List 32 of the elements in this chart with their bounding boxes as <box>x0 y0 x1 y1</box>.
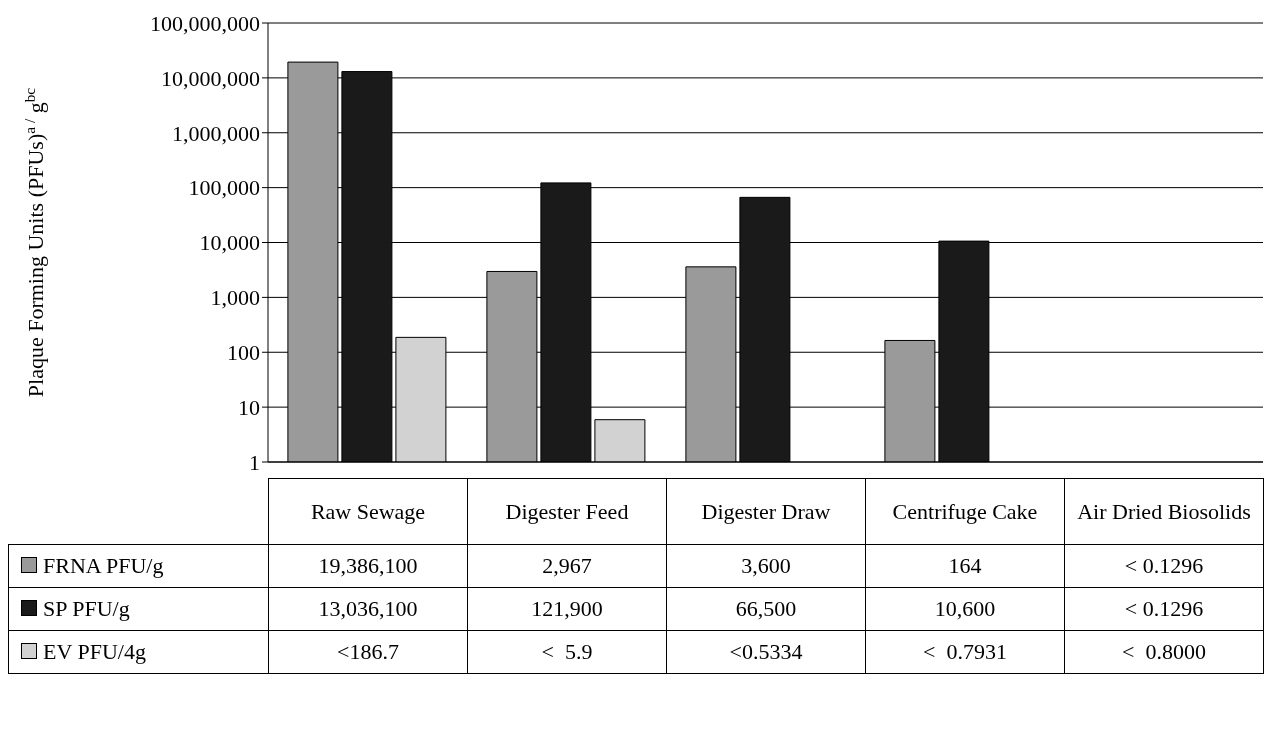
data-label: 10,600 <box>865 587 1065 631</box>
y-tick-label: 100,000,000 <box>150 10 260 36</box>
legend-label: SP PFU/g <box>8 587 269 631</box>
text: < 0.8000 <box>1122 639 1206 664</box>
legend-label: EV PFU/4g <box>8 630 269 674</box>
x-tick-label: Digester Feed <box>467 478 667 545</box>
text: <0.5334 <box>729 639 803 664</box>
data-label: 66,500 <box>666 587 866 631</box>
y-tick-label: 1 <box>249 449 260 475</box>
x-tick-label: Raw Sewage <box>268 478 468 545</box>
data-label: < 5.9 <box>467 630 667 674</box>
data-label: 2,967 <box>467 544 667 588</box>
data-label: <186.7 <box>268 630 468 674</box>
y-tick-label: 1,000 <box>210 285 260 311</box>
x-tick-label: Air Dried Biosolids <box>1064 478 1264 545</box>
data-label: 13,036,100 <box>268 587 468 631</box>
y-tick-label: 10 <box>238 394 260 420</box>
y-tick-label: 100 <box>227 340 260 366</box>
x-tick-label: Digester Draw <box>666 478 866 545</box>
data-label: 121,900 <box>467 587 667 631</box>
data-label: 164 <box>865 544 1065 588</box>
y-tick-label: 1,000,000 <box>172 120 260 146</box>
text: < 0.1296 <box>1124 553 1204 578</box>
legend-label: FRNA PFU/g <box>8 544 269 588</box>
y-tick-label: 100,000 <box>188 175 260 201</box>
y-tick-label: 10,000 <box>199 230 260 256</box>
data-label: 19,386,100 <box>268 544 468 588</box>
data-label: 3,600 <box>666 544 866 588</box>
x-tick-label: Centrifuge Cake <box>865 478 1065 545</box>
y-tick-label: 10,000,000 <box>161 65 260 91</box>
text: < 0.7931 <box>923 639 1007 664</box>
text: < 0.1296 <box>1124 596 1204 621</box>
